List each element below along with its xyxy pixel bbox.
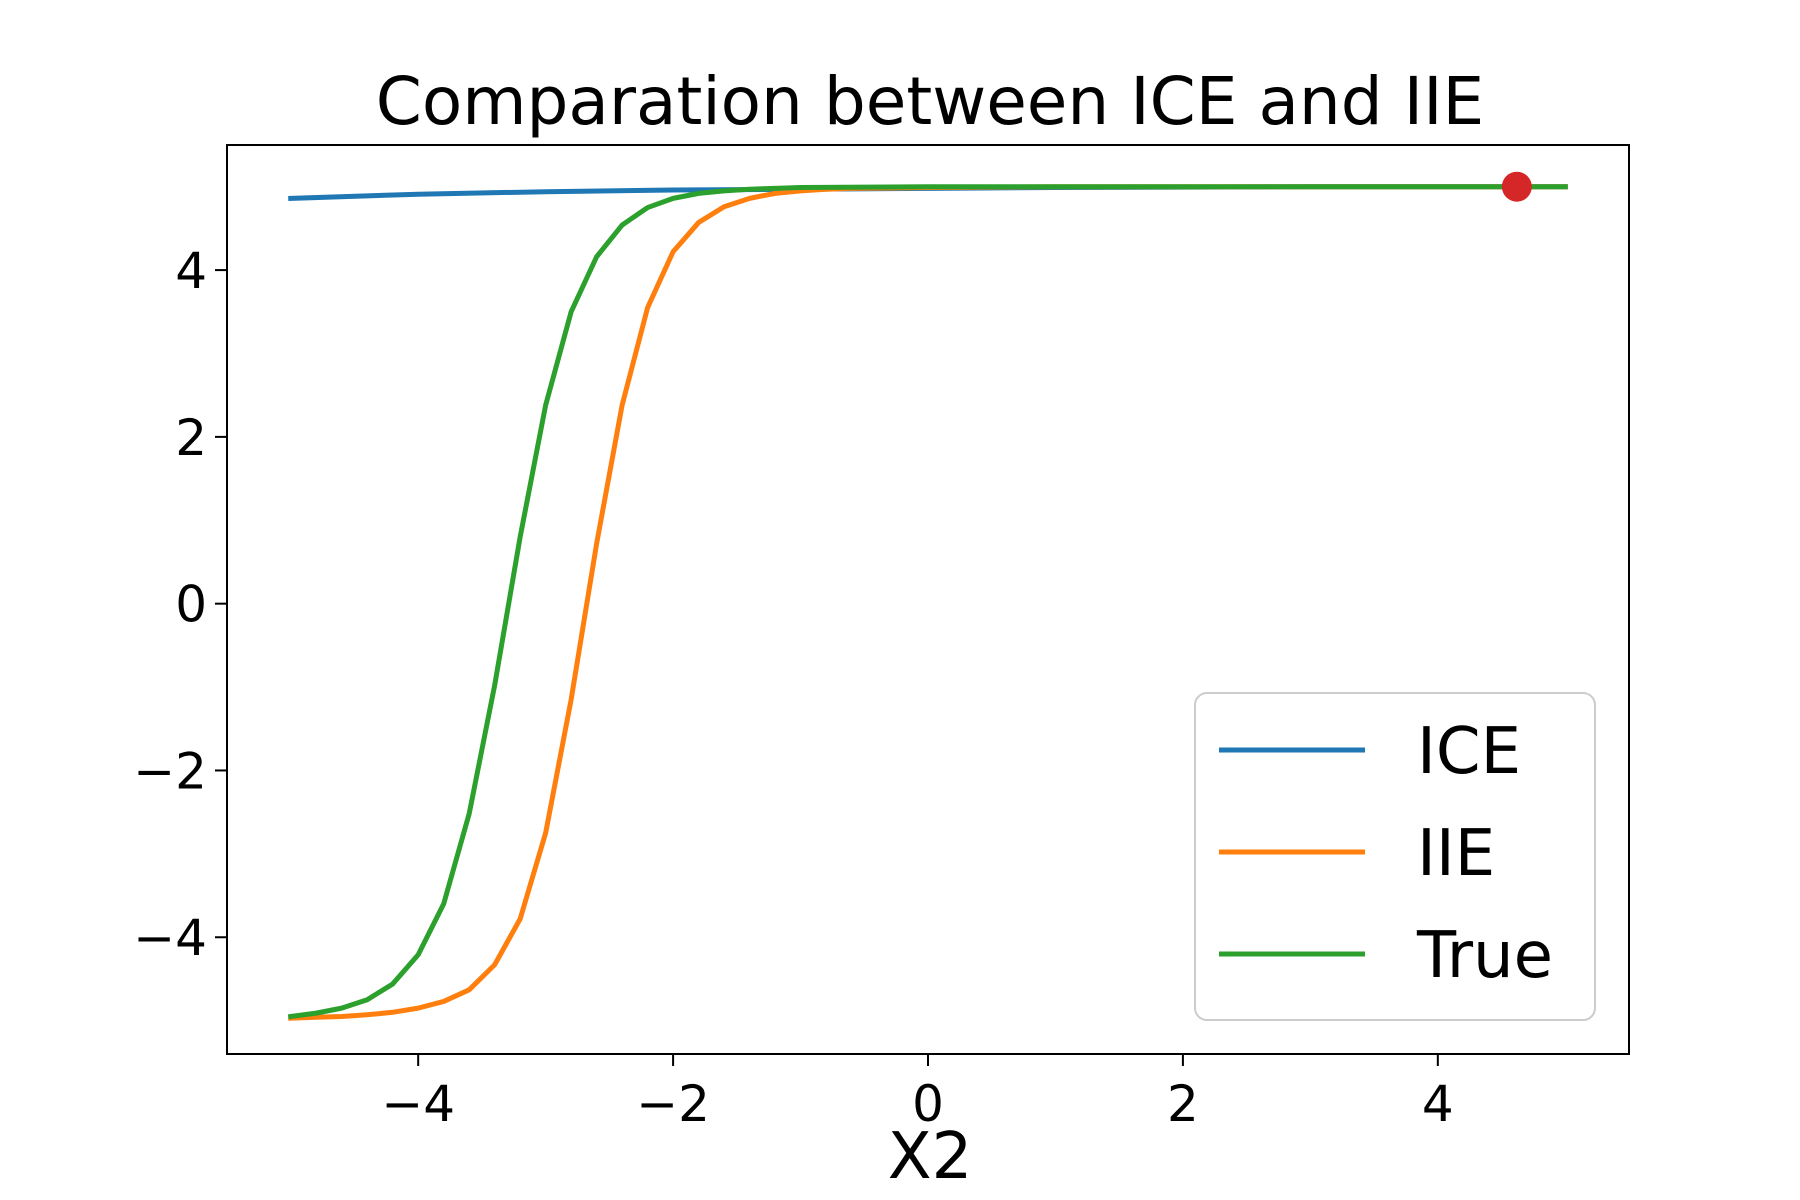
legend-box [1194, 692, 1596, 1021]
x-axis-title: X2 [888, 1120, 973, 1194]
legend-label-ice: ICE [1417, 715, 1521, 789]
plot-area [287, 171, 1568, 1021]
legend-label-iie: IIE [1417, 817, 1495, 891]
legend: ICE IIE True [1194, 692, 1596, 1021]
series-line-true [287, 184, 1568, 1020]
x-tick-label: 4 [1422, 1075, 1454, 1133]
x-tick-label: −4 [381, 1075, 455, 1133]
y-tick-label: −4 [133, 909, 207, 967]
y-tick-label: 2 [175, 409, 207, 467]
highlight-point-marker [1501, 171, 1532, 202]
x-tick-label: −2 [636, 1075, 710, 1133]
y-tick-label: 4 [175, 242, 207, 300]
axes: −4 −2 0 2 4 −4 −2 0 2 4 [133, 144, 1630, 1133]
chart-title: Comparation between ICE and IIE [376, 63, 1484, 140]
x-tick-label: 0 [912, 1075, 944, 1133]
legend-label-true: True [1416, 919, 1553, 993]
y-tick-label: 0 [175, 576, 207, 634]
x-tick-label: 2 [1167, 1075, 1199, 1133]
y-tick-label: −2 [133, 742, 207, 800]
